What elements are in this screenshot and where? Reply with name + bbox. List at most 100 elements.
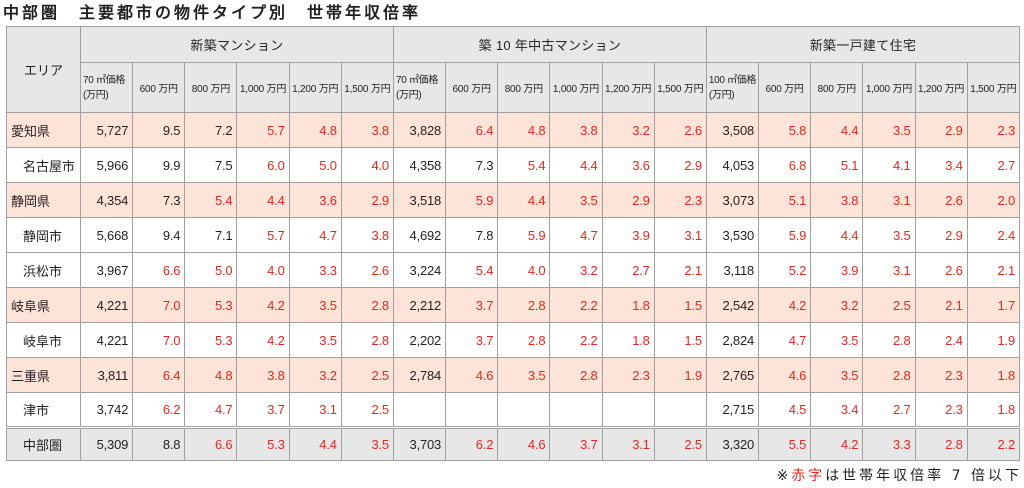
used-mansion-ratio-cell: 1.8 (601, 287, 655, 323)
new-mansion-ratio-cell: 4.4 (236, 182, 290, 218)
area-name-cell: 岐阜市 (6, 322, 81, 358)
used-mansion-ratio-cell: 3.7 (549, 426, 603, 461)
new-house-ratio-cell: 1.7 (966, 287, 1021, 323)
new-house-ratio-cell: 2.0 (966, 182, 1021, 218)
used-mansion-ratio-cell: 2.2 (549, 287, 603, 323)
new-mansion-ratio-cell: 8.8 (132, 426, 186, 461)
new-mansion-ratio-cell: 5.3 (236, 426, 290, 461)
used-mansion-price-cell: 3,703 (392, 426, 447, 461)
footnote-text: は世帯年収倍率 7 倍以下 (825, 468, 1022, 484)
new-mansion-ratio-cell: 3.7 (236, 392, 290, 428)
new-mansion-ratio-cell: 4.0 (236, 252, 290, 288)
new-mansion-price-cell: 3,967 (79, 252, 134, 288)
new-mansion-ratio-cell: 6.4 (132, 357, 186, 393)
used-mansion-ratio-cell: 2.7 (601, 252, 655, 288)
city-row: 名古屋市 5,966 9.9 7.5 6.0 5.0 4.0 4,358 7.3 5.4 4.4 3.… (6, 147, 1021, 183)
new-mansion-price-cell: 4,221 (79, 322, 134, 358)
used-mansion-ratio-cell: 1.5 (653, 287, 707, 323)
new-house-ratio-cell: 5.9 (758, 217, 812, 253)
used-mansion-ratio-cell (653, 392, 707, 428)
used-mansion-ratio-cell: 7.3 (445, 147, 499, 183)
used-mansion-ratio-cell: 7.8 (445, 217, 499, 253)
used-mansion-ratio-cell: 2.3 (601, 357, 655, 393)
new-mansion-ratio-cell: 9.9 (132, 147, 186, 183)
new-mansion-income-column-header: 1,500 万円 (340, 62, 394, 113)
city-row: 津市 3,742 6.2 4.7 3.7 3.1 2.5 2,715 4.5 3.4 2.7 2.3 1… (6, 392, 1021, 428)
new-mansion-ratio-cell: 4.2 (236, 287, 290, 323)
new-mansion-ratio-cell: 3.8 (340, 217, 394, 253)
new-mansion-ratio-cell: 2.5 (340, 357, 394, 393)
new-house-price-cell: 3,073 (705, 182, 760, 218)
new-house-ratio-cell: 4.7 (758, 322, 812, 358)
new-mansion-price-cell: 5,668 (79, 217, 134, 253)
new-mansion-ratio-cell: 3.5 (288, 322, 342, 358)
new-mansion-ratio-cell: 5.7 (236, 217, 290, 253)
new-house-price-cell: 2,765 (705, 357, 760, 393)
footnote-highlight: 赤字 (791, 468, 826, 484)
new-mansion-ratio-cell: 4.7 (288, 217, 342, 253)
new-mansion-ratio-cell: 7.5 (184, 147, 238, 183)
new-mansion-ratio-cell: 4.4 (288, 426, 342, 461)
area-name-cell: 静岡県 (6, 182, 81, 218)
header-row-groups: エリア 新築マンション築 10 年中古マンション 新築一戸建て住宅 (6, 26, 1021, 113)
used-mansion-ratio-cell: 2.9 (601, 182, 655, 218)
new-house-ratio-cell: 2.4 (914, 322, 968, 358)
new-mansion-price-column-header: 70 ㎡価格 (万円) (79, 62, 134, 113)
used-mansion-price-column-header: 70 ㎡価格 (万円) (392, 62, 447, 113)
new-mansion-ratio-cell: 4.7 (184, 392, 238, 428)
new-mansion-ratio-cell: 3.6 (288, 182, 342, 218)
new-mansion-ratio-cell: 4.8 (184, 357, 238, 393)
new-house-ratio-cell: 2.5 (862, 287, 916, 323)
new-house-income-column-header: 800 万円 (810, 62, 864, 113)
new-house-income-column-header: 600 万円 (758, 62, 812, 113)
price-header-line: 70 ㎡価格 (83, 74, 126, 86)
new-mansion-ratio-cell: 4.2 (236, 322, 290, 358)
new-mansion-ratio-cell: 3.8 (340, 112, 394, 148)
prefecture-row: 岐阜県 4,221 7.0 5.3 4.2 3.5 2.8 2,212 3.7 2.8 2.2 1.8… (6, 287, 1021, 323)
new-house-ratio-cell: 1.9 (966, 322, 1021, 358)
table-title: 中部圏 主要都市の物件タイプ別 世帯年収倍率 (3, 3, 422, 22)
new-mansion-ratio-cell: 2.5 (340, 392, 394, 428)
used-mansion-ratio-cell: 1.5 (653, 322, 707, 358)
used-mansion-ratio-cell: 4.8 (497, 112, 551, 148)
used-mansion-ratio-cell: 4.4 (497, 182, 551, 218)
area-name-cell: 三重県 (6, 357, 81, 393)
used-mansion-income-column-header: 1,000 万円 (549, 62, 603, 113)
new-house-ratio-cell: 2.7 (862, 392, 916, 428)
new-mansion-ratio-cell: 3.8 (236, 357, 290, 393)
prefecture-row: 三重県 3,811 6.4 4.8 3.8 3.2 2.5 2,784 4.6 3.5 2.8 2.3… (6, 357, 1021, 393)
price-header-line: (万円) (395, 89, 422, 101)
price-header-line: (万円) (83, 89, 109, 101)
area-name-cell: 静岡市 (6, 217, 81, 253)
new-house-ratio-cell: 2.9 (914, 217, 968, 253)
used-mansion-ratio-cell: 2.6 (653, 112, 707, 148)
new-house-ratio-cell: 3.8 (810, 182, 864, 218)
new-house-ratio-cell: 3.5 (810, 322, 864, 358)
new-mansion-ratio-cell: 5.4 (184, 182, 238, 218)
new-mansion-ratio-cell: 7.0 (132, 322, 186, 358)
used-mansion-ratio-cell: 3.6 (601, 147, 655, 183)
new-mansion-income-column-header: 600 万円 (132, 62, 186, 113)
new-mansion-income-column-header: 1,000 万円 (236, 62, 290, 113)
new-mansion-ratio-cell: 5.0 (288, 147, 342, 183)
used-mansion-ratio-cell: 3.1 (653, 217, 707, 253)
used-mansion-ratio-cell: 5.4 (445, 252, 499, 288)
new-mansion-ratio-cell: 2.9 (340, 182, 394, 218)
used-mansion-ratio-cell: 4.0 (497, 252, 551, 288)
new-house-ratio-cell: 2.9 (914, 112, 968, 148)
used-mansion-ratio-cell: 2.8 (497, 322, 551, 358)
new-house-ratio-cell: 2.8 (862, 322, 916, 358)
used-mansion-ratio-cell (445, 392, 499, 428)
new-mansion-ratio-cell: 7.2 (184, 112, 238, 148)
new-house-ratio-cell: 2.6 (914, 252, 968, 288)
used-mansion-ratio-cell (549, 392, 603, 428)
table-body: 愛知県 5,727 9.5 7.2 5.7 4.8 3.8 3,828 6.4 4.8 3.8 3.2… (6, 112, 1021, 461)
new-mansion-ratio-cell: 7.3 (132, 182, 186, 218)
group-header-used-mansion: 築 10 年中古マンション (392, 26, 707, 63)
new-house-ratio-cell: 2.4 (966, 217, 1021, 253)
used-mansion-income-column-header: 1,500 万円 (653, 62, 707, 113)
income-multiple-table: エリア 新築マンション築 10 年中古マンション 新築一戸建て住宅 70 ㎡価格 (万円… (6, 26, 1021, 461)
table-header: エリア 新築マンション築 10 年中古マンション 新築一戸建て住宅 70 ㎡価格 (万円… (6, 26, 1021, 113)
footnote-mark: ※ (776, 468, 792, 484)
new-house-price-cell: 4,053 (705, 147, 760, 183)
